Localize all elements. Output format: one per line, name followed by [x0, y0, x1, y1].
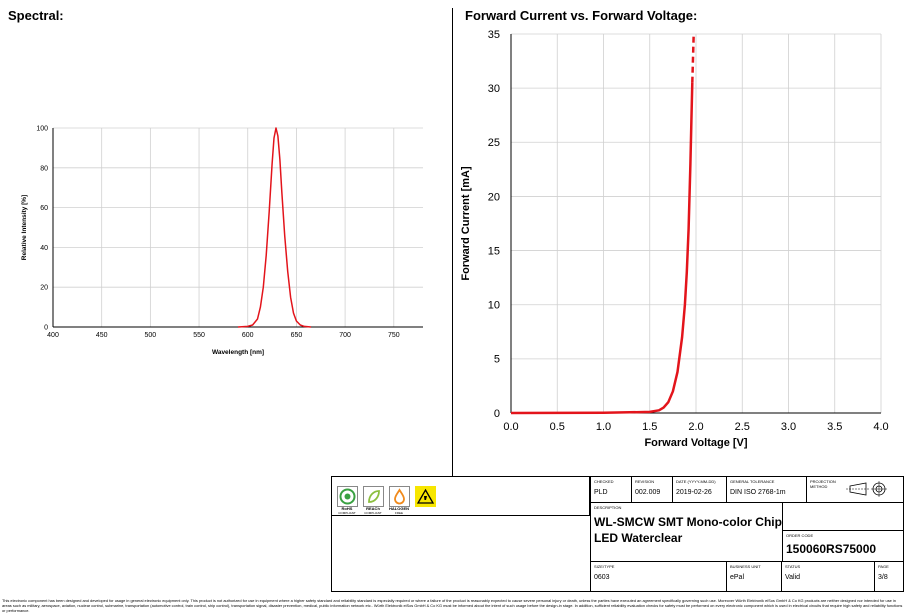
disclaimer-text: This electronic component has been desig… — [2, 598, 903, 613]
tolerance-value: DIN ISO 2768-1m — [730, 489, 786, 496]
y-tick-label: 25 — [488, 137, 500, 149]
date-label: DATE (YYYY-MM-DD) — [676, 479, 716, 484]
x-tick-label: 2.0 — [688, 421, 703, 433]
x-tick-label: 3.5 — [827, 421, 842, 433]
x-tick-label: 2.5 — [735, 421, 750, 433]
series-line-0 — [237, 127, 312, 328]
checked-label: CHECKED — [594, 479, 614, 484]
projection-label: PROJECTION METHOD — [810, 479, 836, 489]
status-label: STATUS — [785, 564, 801, 569]
y-tick-label: 0 — [494, 408, 500, 420]
y-axis-label: Relative Intensity [%] — [21, 195, 28, 260]
y-tick-label: 15 — [488, 245, 500, 257]
x-tick-label: 1.0 — [596, 421, 611, 433]
rohs-icon — [337, 486, 358, 507]
y-tick-label: 10 — [488, 300, 500, 312]
x-tick-label: 4.0 — [873, 421, 888, 433]
x-tick-label: 700 — [339, 332, 351, 339]
business-value: ePal — [730, 574, 745, 581]
tolerance-label: GENERAL TOLERANCE — [730, 479, 775, 484]
x-tick-label: 650 — [291, 332, 303, 339]
order-code-value: 150060RS75000 — [786, 542, 877, 556]
y-tick-label: 60 — [40, 205, 48, 212]
size-label: SIZE/TYPE — [594, 564, 615, 569]
halogen-free-icon — [389, 486, 410, 507]
y-tick-label: 35 — [488, 29, 500, 41]
checked-value: PLD — [594, 489, 608, 496]
y-tick-label: 40 — [40, 245, 48, 252]
projection-method-icon — [846, 481, 887, 497]
x-tick-label: 600 — [242, 332, 254, 339]
esd-warning-icon — [415, 486, 436, 507]
description-label: DESCRIPTION — [594, 505, 622, 510]
page-label: PAGE — [878, 564, 889, 569]
y-tick-label: 80 — [40, 165, 48, 172]
cell-page — [874, 561, 904, 592]
badge-area — [331, 476, 590, 516]
revision-label: REVISION — [635, 479, 655, 484]
x-tick-label: 0.0 — [503, 421, 518, 433]
cell-projection — [806, 476, 904, 503]
plot-area — [53, 128, 423, 327]
page-value: 3/8 — [878, 574, 888, 581]
x-tick-label: 0.5 — [550, 421, 565, 433]
spectral-chart: 400 450 500 550 600 650 700 750 0 20 40 60 80 100 Wave… — [21, 125, 423, 356]
date-value: 2019-02-26 — [676, 489, 712, 496]
section-divider — [452, 8, 453, 476]
revision-value: 002.009 — [635, 489, 661, 496]
x-tick-label: 750 — [388, 332, 400, 339]
x-tick-label: 500 — [145, 332, 157, 339]
reach-label: REACh — [366, 506, 380, 511]
rohs-sub: COMPLIANT — [338, 511, 356, 515]
y-tick-label: 30 — [488, 83, 500, 95]
x-tick-label: 450 — [96, 332, 108, 339]
y-tick-label: 100 — [36, 125, 48, 132]
y-tick-label: 5 — [494, 354, 500, 366]
status-value: Valid — [785, 574, 801, 581]
rohs-label: RoHS — [341, 506, 353, 511]
y-axis-label: Forward Current [mA] — [460, 166, 472, 281]
halogen-label: HALOGEN — [389, 506, 409, 511]
x-tick-label: 1.5 — [642, 421, 657, 433]
reach-sub: COMPLIANT — [364, 511, 382, 515]
x-tick-label: 550 — [193, 332, 205, 339]
x-tick-label: 400 — [47, 332, 59, 339]
series-line-0 — [510, 82, 694, 415]
iv-chart: 0.0 0.5 1.0 1.5 2.0 2.5 3.0 3.5 4.0 0 5 10 15 20 25 30 3… — [460, 29, 889, 449]
series-line-1 — [691, 33, 695, 83]
iv-chart-title: Forward Current vs. Forward Voltage: — [465, 8, 698, 23]
size-value: 0603 — [594, 574, 610, 581]
reach-icon — [363, 486, 384, 507]
halogen-sub: FREE — [394, 511, 403, 515]
x-axis-label: Forward Voltage [V] — [644, 437, 747, 449]
x-tick-label: 3.0 — [781, 421, 796, 433]
y-tick-label: 20 — [488, 191, 500, 203]
x-axis-label: Wavelength [nm] — [212, 349, 264, 356]
description-line1: WL-SMCW SMT Mono-color Chip — [594, 515, 782, 529]
order-code-label: ORDER CODE — [786, 533, 814, 538]
y-tick-label: 0 — [44, 324, 48, 331]
spectral-title: Spectral: — [8, 8, 64, 23]
business-label: BUSINESS UNIT — [730, 564, 761, 569]
y-tick-label: 20 — [40, 285, 48, 292]
description-line2: LED Waterclear — [594, 531, 683, 545]
